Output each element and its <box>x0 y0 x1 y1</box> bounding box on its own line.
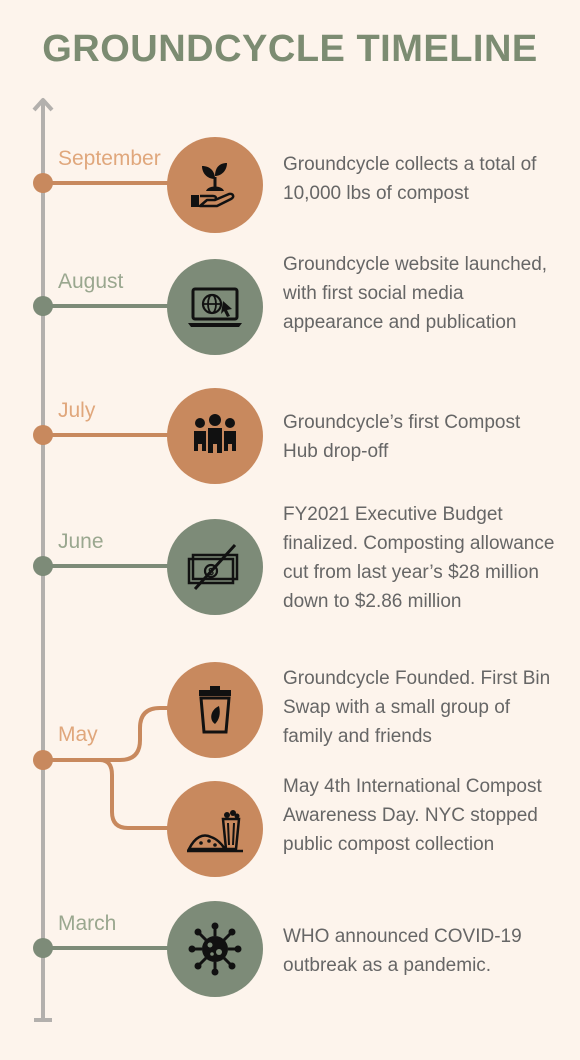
connector-may-branch-lower <box>99 758 175 830</box>
money-crossed-icon: $ <box>187 543 239 591</box>
timeline-dot-may <box>33 750 53 770</box>
timeline-dot-august <box>33 296 53 316</box>
group-people-icon <box>194 414 236 453</box>
event-icon-march <box>167 901 263 997</box>
event-icon-may-awareness <box>167 781 263 877</box>
event-description-august: Groundcycle website launched, with first… <box>283 254 548 333</box>
event-description-may-founded: Groundcycle Founded. First Bin Swap with… <box>283 668 551 747</box>
seedling-hand-icon <box>191 163 235 208</box>
page-title: GROUNDCYCLE TIMELINE <box>42 28 538 70</box>
month-label-july: July <box>58 399 96 422</box>
virus-icon <box>188 922 242 976</box>
timeline-dot-march <box>33 938 53 958</box>
connector-may-branch-upper <box>43 706 175 762</box>
event-description-september: Groundcycle collects a total of 10,000 l… <box>283 154 537 204</box>
timeline-dot-july <box>33 425 53 445</box>
event-description-march: WHO announced COVID-19 outbreak as a pan… <box>283 926 522 976</box>
event-icon-july <box>167 388 263 484</box>
event-icon-may-founded <box>167 662 263 758</box>
timeline-arrowhead <box>32 98 54 112</box>
compost-pile-icon <box>186 810 243 853</box>
timeline-dot-september <box>33 173 53 193</box>
month-label-september: September <box>58 147 161 170</box>
event-icon-september <box>167 137 263 233</box>
event-icon-august <box>167 259 263 355</box>
event-icon-june: $ <box>167 519 263 615</box>
event-description-june: FY2021 Executive Budget finalized. Compo… <box>283 504 555 612</box>
month-label-june: June <box>58 530 104 553</box>
month-label-may: May <box>58 723 98 746</box>
timeline-dot-june <box>33 556 53 576</box>
laptop-globe-icon <box>188 287 242 327</box>
event-description-may-awareness: May 4th International Compost Awareness … <box>283 776 542 855</box>
month-label-august: August <box>58 270 124 293</box>
month-label-march: March <box>58 912 117 935</box>
compost-bin-icon <box>199 686 231 734</box>
event-description-july: Groundcycle’s first Compost Hub drop-off <box>283 412 521 462</box>
